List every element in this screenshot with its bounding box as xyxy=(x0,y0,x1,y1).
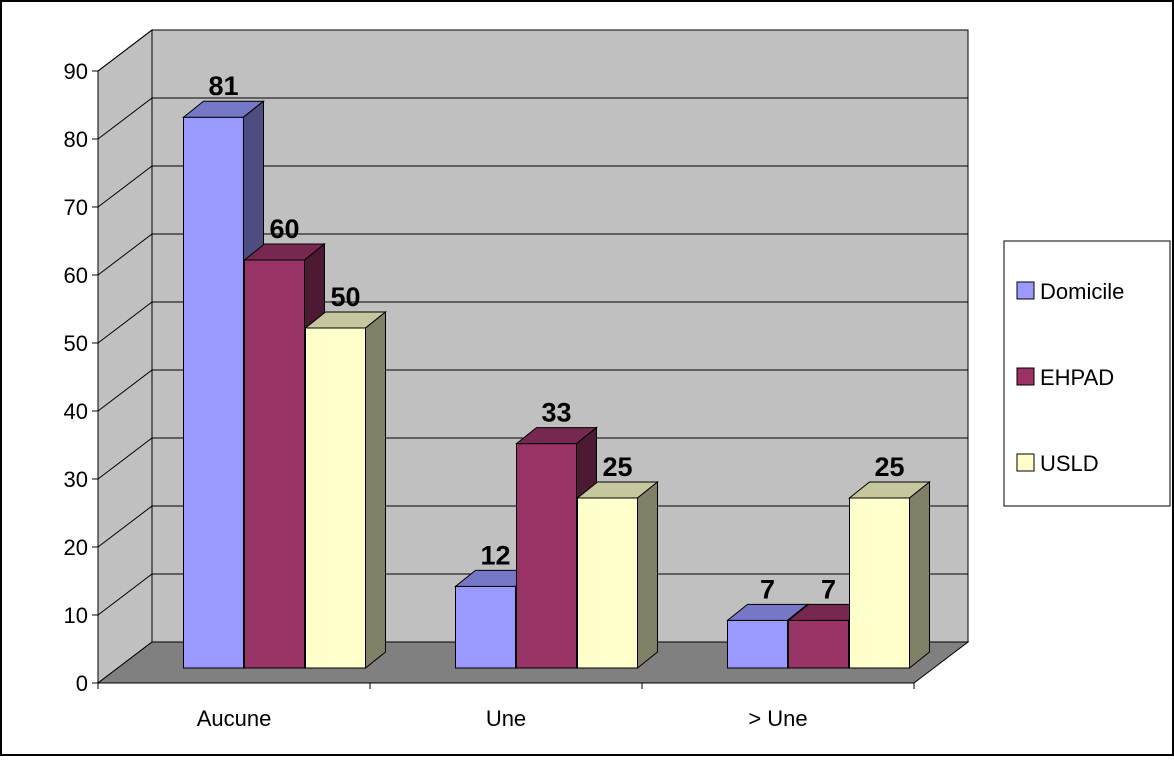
y-tick-label: 10 xyxy=(64,603,88,628)
gridline xyxy=(97,97,968,140)
legend-swatch xyxy=(1016,367,1035,386)
y-tick-label: 70 xyxy=(64,195,88,220)
gridline xyxy=(97,369,968,412)
bar-side xyxy=(365,310,386,670)
data-labels: 81 60 50 12 33 25 7 7 25 xyxy=(208,71,904,604)
bar-front xyxy=(244,259,305,669)
gridline xyxy=(97,233,968,276)
x-tick-label: Une xyxy=(486,706,526,731)
bar-front xyxy=(788,619,849,669)
bar-front xyxy=(849,497,910,669)
gridlines xyxy=(97,29,968,616)
y-tick-label: 60 xyxy=(64,263,88,288)
y-tick-label: 90 xyxy=(64,59,88,84)
data-label: 60 xyxy=(269,214,299,244)
bar-side xyxy=(637,480,658,670)
bar-front xyxy=(577,497,638,669)
bar-side xyxy=(909,480,930,670)
y-tick-label: 80 xyxy=(64,127,88,152)
data-label: 33 xyxy=(541,398,571,428)
gridline xyxy=(97,29,968,72)
legend-swatch xyxy=(1016,453,1035,472)
bars xyxy=(182,100,931,670)
data-label: 7 xyxy=(821,574,836,604)
bar-front xyxy=(183,116,244,669)
bar-front xyxy=(455,585,516,669)
x-axis-ticks: Aucune Une > Une xyxy=(97,683,915,731)
data-label: 81 xyxy=(208,71,238,101)
plot-side-wall xyxy=(97,28,153,685)
data-label: 7 xyxy=(760,574,775,604)
legend-label: USLD xyxy=(1040,451,1099,476)
gridline xyxy=(97,573,968,616)
data-label: 25 xyxy=(874,452,904,482)
legend-label: Domicile xyxy=(1040,279,1124,304)
bar-front xyxy=(305,327,366,669)
y-tick-label: 30 xyxy=(64,467,88,492)
y-tick-label: 40 xyxy=(64,399,88,424)
bar-front xyxy=(516,443,577,669)
x-tick-label: Aucune xyxy=(197,706,272,731)
data-label: 50 xyxy=(330,282,360,312)
y-tick-label: 20 xyxy=(64,535,88,560)
gridline xyxy=(97,437,968,480)
y-tick-label: 0 xyxy=(76,671,88,696)
legend: Domicile EHPAD USLD xyxy=(1003,240,1171,507)
y-axis-ticks: 0 10 20 30 40 50 60 70 80 90 xyxy=(64,59,98,696)
gridline xyxy=(97,165,968,208)
gridline xyxy=(97,301,968,344)
y-tick-label: 50 xyxy=(64,331,88,356)
data-label: 12 xyxy=(480,540,510,570)
bar-front xyxy=(727,619,788,669)
legend-label: EHPAD xyxy=(1040,365,1114,390)
x-tick-label: > Une xyxy=(748,706,807,731)
data-label: 25 xyxy=(602,452,632,482)
legend-swatch xyxy=(1016,281,1035,300)
gridline xyxy=(97,505,968,548)
